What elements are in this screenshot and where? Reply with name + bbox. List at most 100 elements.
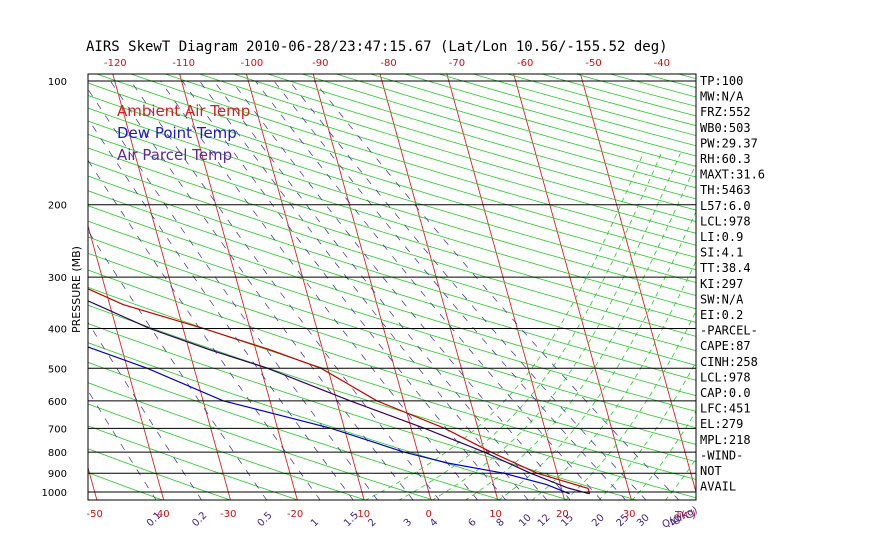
mixing-ratio-line [88,159,321,500]
top-temp-tick-label: -80 [380,58,396,69]
chart-title: AIRS SkewT Diagram 2010-06-28/23:47:15.6… [86,39,668,55]
top-temperature-axis: -120 -110 -100 -90 -80 -70 -60 -50 -40 [104,58,670,69]
isotherm-line [112,74,231,500]
pressure-axis: 100 200 300 400 500 600 700 800 900 1000 [42,77,696,499]
mixing-ratio-line [88,390,157,500]
bottom-temp-tick-label: -30 [220,509,236,520]
dry-adiabat [88,323,638,500]
pressure-tick-label: 200 [48,201,67,212]
mixing-ratio-line [273,80,627,500]
dry-adiabat [88,147,696,337]
index-entry: -PARCEL- [700,324,758,338]
legend-entry: Ambient Air Temp [117,102,250,120]
mixing-ratio-line [289,80,647,500]
index-entry: -WIND- [700,448,743,462]
bottom-temp-tick-label: -50 [87,509,103,520]
dry-adiabat [655,41,870,502]
index-entry: LI:0.9 [700,230,743,244]
index-entry: L57:6.0 [700,199,751,213]
index-entry: CINH:258 [700,355,758,369]
mixing-ratio-label: 0.5 [256,510,275,529]
pressure-tick-label: 900 [48,469,67,480]
index-entry: TT:38.4 [700,261,751,275]
bottom-temperature-axis: -50 -40 -30 -20 -10 0 10 20 30 [87,509,636,520]
top-temp-tick-label: -110 [172,58,195,69]
mixing-ratio-label: 3 [402,517,414,529]
mixing-ratio-line [88,118,354,500]
moist-adiabat [464,163,696,500]
index-entry: EI:0.2 [700,308,743,322]
dry-adiabat [88,448,232,500]
bottom-temp-tick-label: -10 [354,509,370,520]
pressure-tick-label: 700 [48,424,67,435]
bottom-temp-tick-label: 20 [556,509,569,520]
index-entry: TP:100 [700,74,743,88]
index-entry: CAPE:87 [700,339,751,353]
index-entry: SI:4.1 [700,246,743,260]
index-entry: TH:5463 [700,183,751,197]
dry-adiabat [403,74,696,157]
dry-adiabat [88,161,696,352]
dry-adiabat [88,382,435,500]
isotherm-line [179,74,298,500]
dry-adiabat [88,175,696,366]
dry-adiabat [95,74,696,258]
mixing-ratio-line [231,80,571,500]
mixing-ratio-line [88,230,268,500]
mixing-ratio-line [199,80,529,500]
mixing-ratio-label: 20 [590,512,607,529]
mixing-ratio-line [110,80,414,500]
dry-adiabat [88,304,696,499]
dry-adiabat [88,205,696,397]
index-entry: MPL:218 [700,433,751,447]
index-entry: EL:279 [700,417,743,431]
sounding-series [88,288,591,495]
isotherm-line [0,52,30,501]
mixing-ratio-label: 4 [428,517,440,529]
pressure-tick-label: 500 [48,364,67,375]
index-entry: SW:N/A [700,292,744,306]
y-axis-label: PRESSURE (MB) [70,246,83,333]
mixing-ratio-label: 10 [517,512,534,529]
dry-adiabat [88,425,300,500]
bottom-temp-tick-label: 10 [489,509,502,520]
pressure-tick-label: 300 [48,273,67,284]
series-line [88,288,591,494]
dry-adiabat [88,133,696,323]
top-temp-tick-label: -90 [312,58,328,69]
index-entry: KI:297 [700,277,743,291]
pressure-tick-label: 800 [48,448,67,459]
legend-entry: Dew Point Temp [117,124,237,142]
mixing-ratio-label: 0.2 [190,510,209,529]
top-temp-tick-label: -70 [449,58,465,69]
top-temp-tick-label: -100 [241,58,264,69]
index-entry: PW:29.37 [700,136,758,150]
dry-adiabat [506,74,696,127]
series-line [88,300,590,495]
top-temp-tick-label: -120 [104,58,127,69]
mixing-ratio-label: 1 [309,517,321,529]
dry-adiabat [300,74,696,189]
mixing-ratio-label: 12 [536,512,553,529]
pressure-tick-label: 1000 [42,488,67,499]
mixing-ratio-label: 30 [635,512,652,529]
mixing-ratio-line [160,80,478,500]
dry-adiabat [88,286,696,480]
bottom-temp-tick-label: 0 [426,509,432,520]
index-entry: WB0:503 [700,121,751,135]
dry-adiabat [752,41,870,502]
dry-adiabat [88,361,503,500]
series-line [88,346,570,495]
index-entry: LCL:978 [700,214,751,228]
dry-adiabat [266,74,696,200]
dry-adiabat [129,74,696,246]
dry-adiabat [88,269,696,463]
mixing-ratio-label: 8 [495,517,507,529]
dry-adiabat [88,120,696,310]
dry-adiabat [608,74,696,98]
dry-adiabat [88,107,696,296]
index-entry: LFC:451 [700,402,751,416]
dry-adiabat [88,95,696,283]
